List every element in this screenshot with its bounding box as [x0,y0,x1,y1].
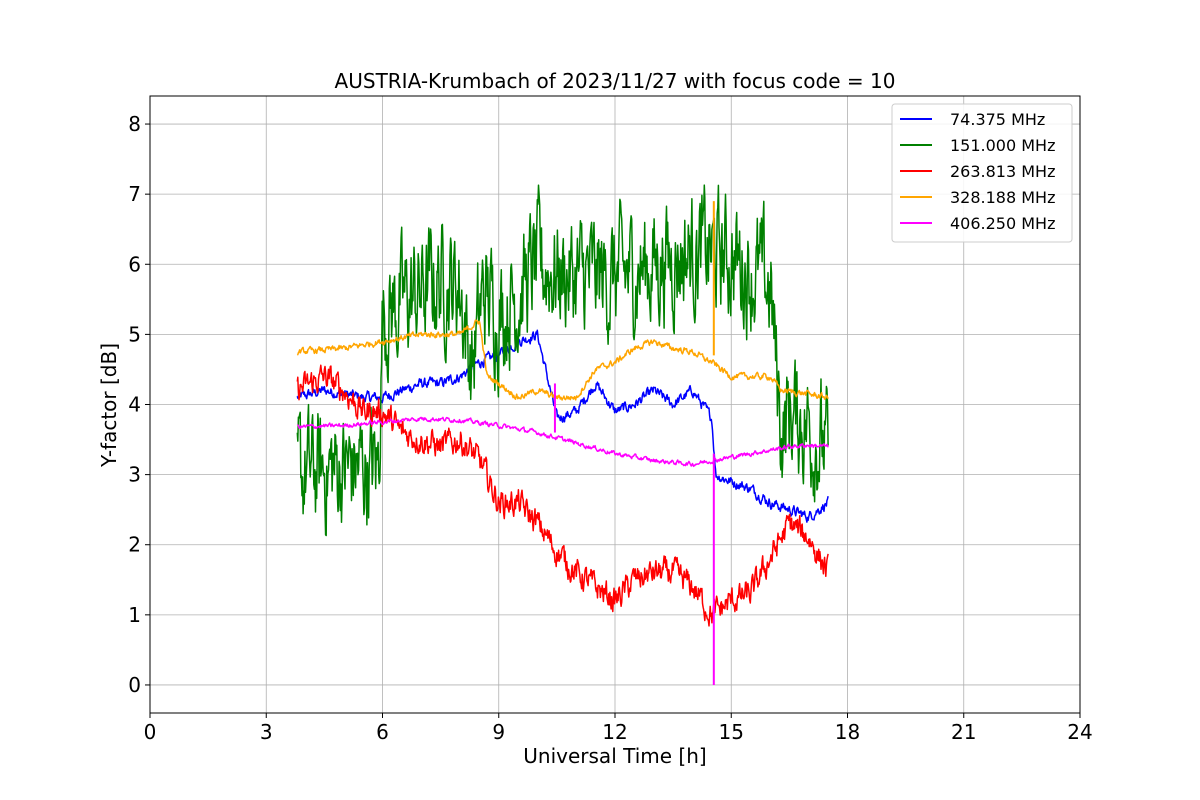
y-tick-label: 6 [128,252,141,276]
x-tick-label: 3 [260,720,273,744]
x-tick-label: 18 [835,720,860,744]
x-tick-label: 15 [719,720,744,744]
legend-label: 406.250 MHz [950,214,1055,233]
legend-label: 151.000 MHz [950,136,1055,155]
y-tick-label: 1 [128,603,141,627]
y-tick-label: 5 [128,322,141,346]
legend-label: 328.188 MHz [950,188,1055,207]
x-tick-label: 24 [1067,720,1092,744]
x-tick-label: 21 [951,720,976,744]
series-line-74-375-mhz [296,329,829,523]
x-tick-label: 9 [492,720,505,744]
chart-title: AUSTRIA-Krumbach of 2023/11/27 with focu… [335,69,896,93]
series-line-328-188-mhz [296,319,829,401]
legend: 74.375 MHz 151.000 MHz 263.813 MHz 328.188 … [891,103,1073,243]
y-tick-label: 8 [128,112,141,136]
y-tick-label: 4 [128,393,141,417]
legend-label: 263.813 MHz [950,162,1055,181]
y-tick-label: 3 [128,463,141,487]
x-tick-label: 12 [602,720,627,744]
x-axis-label: Universal Time [h] [523,744,706,768]
x-tick-label: 0 [144,720,157,744]
series-lines [296,184,829,685]
legend-label: 74.375 MHz [950,110,1045,129]
y-tick-label: 7 [128,182,141,206]
gridlines [149,96,1081,713]
legend-box [891,103,1073,243]
series-line-151-000-mhz [296,184,829,537]
y-tick-label: 0 [128,673,141,697]
x-tick-label: 6 [376,720,389,744]
y-tick-label: 2 [128,533,141,557]
series-line-406-250-mhz [296,416,829,468]
y-axis-label: Y-factor [dB] [97,343,121,468]
